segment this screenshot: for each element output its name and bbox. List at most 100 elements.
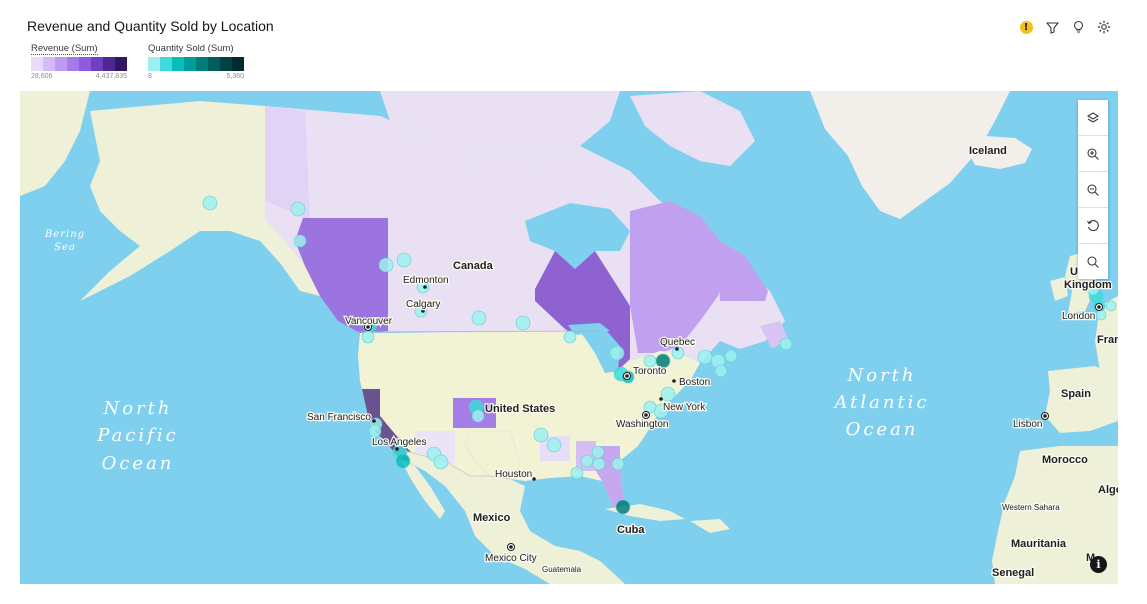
quantity-bubble[interactable]: [580, 454, 594, 468]
label-washington: Washington: [616, 419, 668, 430]
quantity-bubble[interactable]: [533, 427, 549, 443]
label-canada: Canada: [453, 260, 494, 272]
quantity-bubble[interactable]: [643, 400, 657, 414]
quantity-bubble[interactable]: [378, 257, 394, 273]
map-canvas[interactable]: Canada United States Mexico Cuba Iceland…: [20, 91, 1118, 584]
map-controls: [1078, 100, 1108, 279]
ocean-bering-1: Bering: [44, 229, 85, 240]
hudson-bay: [525, 203, 630, 269]
lightbulb-icon[interactable]: [1069, 18, 1087, 36]
quantity-bubble[interactable]: [779, 337, 793, 351]
label-united-kingdom: Kingdom: [1064, 279, 1112, 291]
quantity-bubble[interactable]: [570, 466, 584, 480]
quantity-bubble[interactable]: [611, 457, 625, 471]
label-algeria-partial: Alge: [1098, 484, 1118, 496]
revenue-swatch: [31, 57, 43, 71]
quantity-bubble[interactable]: [724, 349, 738, 363]
quantity-bubble[interactable]: [615, 499, 631, 515]
quantity-bubble[interactable]: [1086, 282, 1100, 296]
ireland: [1050, 277, 1068, 301]
zoom-out-icon[interactable]: [1078, 172, 1108, 208]
quantity-bubble[interactable]: [293, 234, 307, 248]
quantity-bubble[interactable]: [416, 280, 430, 294]
city-marker: [421, 309, 425, 313]
label-new-york: New York: [663, 402, 706, 413]
quantity-bubble[interactable]: [563, 330, 577, 344]
label-western-sahara: Western Sahara: [1002, 503, 1060, 512]
city-marker: [423, 285, 427, 289]
revenue-color-ramp: [31, 57, 127, 71]
quantity-bubble[interactable]: [1095, 309, 1107, 321]
quantity-bubble[interactable]: [414, 304, 428, 318]
quantity-bubble[interactable]: [655, 353, 671, 369]
city-marker: [532, 477, 536, 481]
label-iceland: Iceland: [969, 145, 1007, 157]
quantity-legend: Quantity Sold (Sum) 8 5,360: [148, 43, 244, 80]
quantity-bubble[interactable]: [368, 424, 382, 438]
revenue-swatch: [55, 57, 67, 71]
quantity-bubble[interactable]: [515, 315, 531, 331]
mexico: [405, 451, 625, 584]
quantity-bubble[interactable]: [592, 457, 606, 471]
quantity-bubble[interactable]: [660, 386, 676, 402]
revenue-legend-title: Revenue (Sum): [31, 43, 98, 55]
label-vancouver: Vancouver: [345, 316, 393, 327]
label-cuba: Cuba: [617, 524, 645, 536]
quantity-bubble[interactable]: [546, 437, 562, 453]
quantity-swatch: [148, 57, 160, 71]
revenue-swatch: [67, 57, 79, 71]
city-marker: [395, 447, 399, 451]
quantity-bubble[interactable]: [396, 252, 412, 268]
region-california: [362, 389, 420, 461]
label-spain: Spain: [1061, 388, 1091, 400]
label-united-kingdom-u: U: [1070, 266, 1078, 278]
revenue-swatch: [115, 57, 127, 71]
quantity-bubble[interactable]: [433, 454, 449, 470]
quantity-bubble[interactable]: [471, 310, 487, 326]
quantity-bubble[interactable]: [361, 330, 375, 344]
quantity-swatch: [160, 57, 172, 71]
ocean-north-pacific-3: Ocean: [102, 453, 175, 474]
quantity-bubble[interactable]: [714, 364, 728, 378]
label-senegal: Senegal: [992, 567, 1034, 579]
quantity-bubble[interactable]: [697, 349, 713, 365]
quantity-min: 8: [148, 73, 152, 80]
revenue-swatch: [79, 57, 91, 71]
quantity-bubble[interactable]: [1105, 300, 1117, 312]
label-guatemala: Guatemala: [542, 565, 582, 574]
zoom-in-icon[interactable]: [1078, 136, 1108, 172]
city-marker: [644, 413, 648, 417]
label-france-partial: Fran: [1097, 334, 1118, 346]
layers-icon[interactable]: [1078, 100, 1108, 136]
quantity-swatch: [232, 57, 244, 71]
quantity-bubble[interactable]: [202, 195, 218, 211]
revenue-swatch: [91, 57, 103, 71]
quantity-swatch: [220, 57, 232, 71]
reset-icon[interactable]: [1078, 208, 1108, 244]
label-san-francisco: San Francisco: [307, 412, 371, 423]
quantity-bubble[interactable]: [609, 345, 625, 361]
quantity-max: 5,360: [226, 73, 244, 80]
quantity-bubble[interactable]: [290, 201, 306, 217]
quantity-bubble[interactable]: [671, 346, 685, 360]
label-calgary: Calgary: [406, 299, 440, 310]
search-icon[interactable]: [1078, 244, 1108, 279]
filter-icon[interactable]: [1043, 18, 1061, 36]
ocean-north-atlantic-1: North: [846, 365, 916, 386]
baja-california: [400, 459, 445, 519]
map-svg: Canada United States Mexico Cuba Iceland…: [20, 91, 1118, 584]
hispaniola: [690, 519, 730, 533]
quantity-swatch: [184, 57, 196, 71]
settings-icon[interactable]: [1095, 18, 1113, 36]
ocean-north-pacific-2: Pacific: [96, 425, 178, 446]
label-lisbon: Lisbon: [1013, 419, 1042, 430]
info-icon[interactable]: i: [1090, 556, 1107, 573]
label-mali-partial: M: [1086, 552, 1095, 564]
warning-icon[interactable]: !: [1017, 18, 1035, 36]
city-marker: [1097, 305, 1101, 309]
quantity-bubble[interactable]: [395, 453, 411, 469]
quantity-bubble[interactable]: [591, 445, 605, 459]
quantity-color-ramp: [148, 57, 244, 71]
quantity-bubble[interactable]: [471, 409, 485, 423]
revenue-legend: Revenue (Sum) 28,606 4,437,835: [31, 43, 127, 80]
